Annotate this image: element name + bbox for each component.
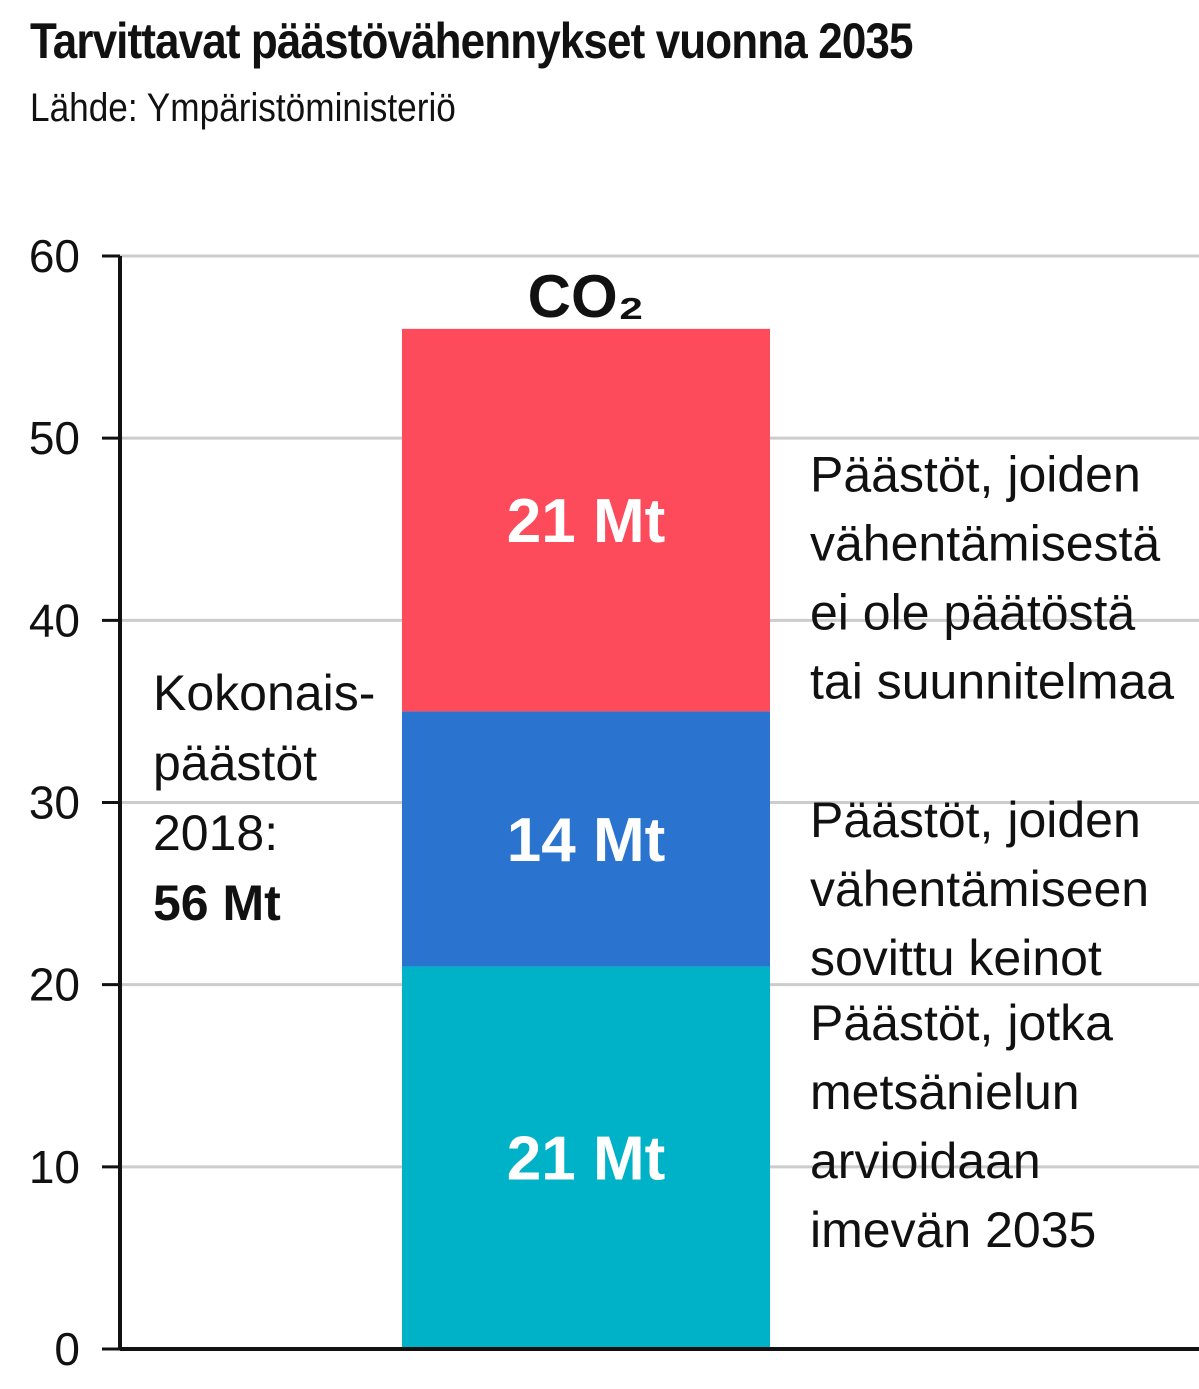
segment-annotation: Päästöt, joiden vähentämisestä ei ole päät… <box>810 447 1174 710</box>
y-tick-label: 50 <box>29 412 80 464</box>
bar-segment <box>402 966 770 1349</box>
segment-value-label: 14 Mt <box>507 806 665 875</box>
bar-segment <box>402 328 770 712</box>
y-tick-label: 10 <box>29 1141 80 1193</box>
y-tick-label: 30 <box>29 777 80 829</box>
total-note: Kokonais-päästöt 2018: <box>153 665 375 861</box>
segment-value-label: 21 Mt <box>507 1125 665 1194</box>
segment-value-label: 21 Mt <box>507 487 665 556</box>
category-label: CO₂ <box>528 263 645 330</box>
y-tick-label: 20 <box>29 959 80 1011</box>
segment-annotation: Päästöt, joiden vähentämiseen sovittu kein… <box>810 792 1149 986</box>
bar-segment <box>402 711 770 967</box>
chart-source: Lähde: Ympäristöministeriö <box>30 86 456 130</box>
chart-title: Tarvittavat päästövähennykset vuonna 203… <box>30 13 913 69</box>
y-tick-label: 0 <box>54 1323 80 1375</box>
y-tick-label: 60 <box>29 230 80 282</box>
total-note-value: 56 Mt <box>153 875 281 931</box>
y-tick-label: 40 <box>29 594 80 646</box>
segment-annotation: Päästöt, jotka metsänielun arvioidaan imevä… <box>810 995 1113 1258</box>
